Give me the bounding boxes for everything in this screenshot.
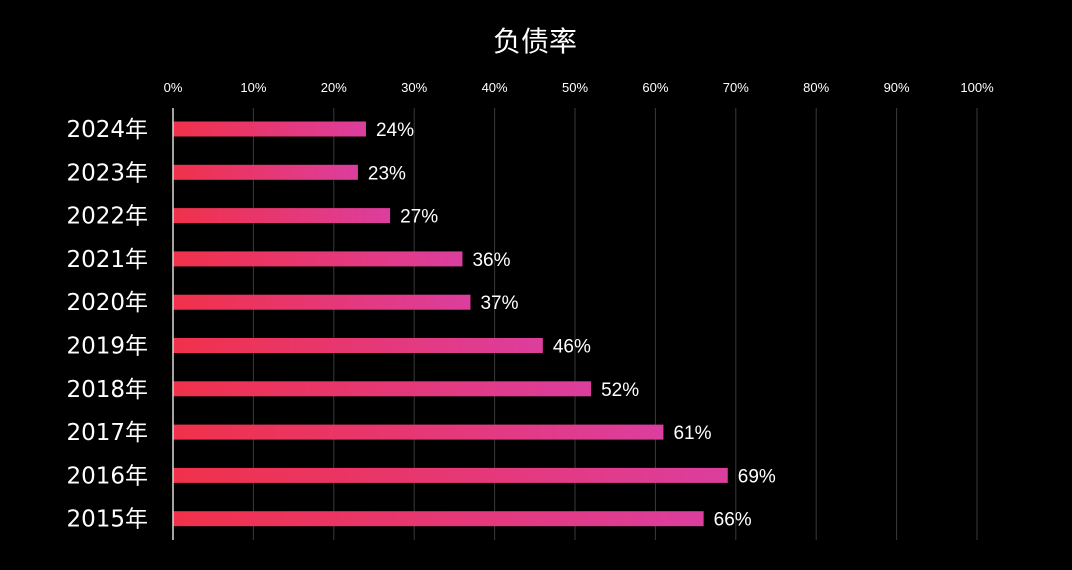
x-tick-label: 20% xyxy=(321,80,347,95)
category-labels: 2024年 2023年 2022年 2021年 2020年 2019年 2018年 2017年… xyxy=(66,117,148,533)
bar xyxy=(173,467,728,483)
value-label: 46% xyxy=(553,337,591,358)
value-label: 37% xyxy=(480,293,518,314)
category-label: 2021年 xyxy=(66,247,148,273)
bar xyxy=(173,294,471,310)
category-label: 2019年 xyxy=(66,334,148,360)
value-label: 36% xyxy=(472,250,510,271)
gridlines xyxy=(252,108,978,540)
category-label: 2023年 xyxy=(66,160,148,186)
x-tick-label: 50% xyxy=(562,80,588,95)
value-label: 27% xyxy=(400,207,438,228)
category-label: 2020年 xyxy=(66,290,148,316)
bar xyxy=(173,338,543,353)
x-tick-label: 70% xyxy=(723,80,749,95)
value-label: 23% xyxy=(368,163,406,184)
bar xyxy=(173,121,366,137)
x-tick-label: 40% xyxy=(482,80,508,95)
value-label: 52% xyxy=(601,380,639,401)
x-tick-label: 80% xyxy=(803,80,829,95)
bars xyxy=(173,121,728,527)
x-tick-label: 90% xyxy=(884,80,910,95)
bar xyxy=(173,208,391,224)
category-label: 2015年 xyxy=(66,507,148,533)
x-tick-label: 10% xyxy=(240,80,266,95)
value-labels: 24% 23% 27% 36% 37% 46% 52% 61% 69% 66% xyxy=(368,120,776,531)
bar xyxy=(173,381,592,397)
category-label: 2016年 xyxy=(66,463,148,489)
bar xyxy=(173,164,358,180)
bar xyxy=(173,424,664,440)
value-label: 69% xyxy=(738,466,776,487)
category-label: 2022年 xyxy=(66,204,148,230)
x-tick-label: 0% xyxy=(164,80,183,95)
x-tick-label: 30% xyxy=(401,80,427,95)
x-tick-label: 60% xyxy=(642,80,668,95)
bar xyxy=(173,251,463,267)
value-label: 24% xyxy=(376,120,414,141)
bar xyxy=(173,511,704,527)
chart-title: 负债率 xyxy=(493,25,577,58)
value-label: 61% xyxy=(673,423,711,444)
x-tick-label: 100% xyxy=(960,80,994,95)
category-label: 2024年 xyxy=(66,117,148,143)
value-label: 66% xyxy=(714,510,752,531)
x-axis-ticks: 0% 10% 20% 30% 40% 50% 60% 70% 80% 90% 100% xyxy=(164,80,994,95)
category-label: 2017年 xyxy=(66,420,148,446)
category-label: 2018年 xyxy=(66,377,148,403)
